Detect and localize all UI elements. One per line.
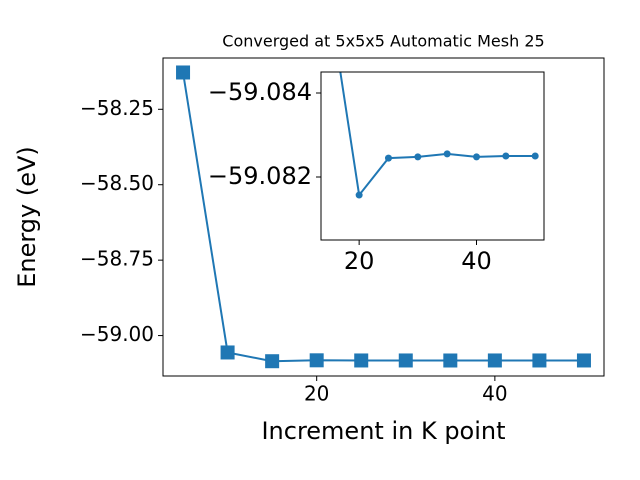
marker xyxy=(176,65,191,80)
marker xyxy=(220,345,235,360)
x-tick-label: 40 xyxy=(461,247,492,275)
marker xyxy=(473,153,481,161)
x-tick-label: 40 xyxy=(482,382,507,406)
y-tick-label: −59.00 xyxy=(80,322,154,346)
series-line xyxy=(182,72,584,363)
y-axis-label: Energy (eV) xyxy=(13,146,41,288)
marker xyxy=(384,154,392,162)
y-tick-label: −58.25 xyxy=(80,96,154,120)
y-tick-label: −59.084 xyxy=(208,78,312,106)
axes-frame xyxy=(162,57,605,377)
y-tick-label: −59.082 xyxy=(208,162,312,190)
x-tick-label: 20 xyxy=(304,382,329,406)
marker xyxy=(576,353,591,368)
marker xyxy=(487,353,502,368)
marker xyxy=(502,152,510,160)
marker xyxy=(309,353,324,368)
marker xyxy=(443,353,458,368)
y-tick-label: −58.75 xyxy=(80,247,154,271)
y-tick-label: −58.50 xyxy=(80,171,154,195)
series-group xyxy=(176,65,591,369)
marker xyxy=(414,153,422,161)
marker xyxy=(265,354,280,369)
marker xyxy=(443,150,451,158)
series-group xyxy=(326,0,539,199)
marker xyxy=(398,353,413,368)
marker xyxy=(355,191,363,199)
marker xyxy=(326,0,333,7)
marker xyxy=(531,152,539,160)
x-tick-label: 20 xyxy=(344,247,375,275)
chart-title: Converged at 5x5x5 Automatic Mesh 25 xyxy=(222,32,544,51)
series-line xyxy=(339,72,536,198)
x-axis-label: Increment in K point xyxy=(261,417,505,445)
axes: 20 40 −59.084 −59.082 xyxy=(208,0,545,275)
marker xyxy=(532,353,547,368)
axes-frame xyxy=(320,71,545,241)
marker xyxy=(354,353,369,368)
